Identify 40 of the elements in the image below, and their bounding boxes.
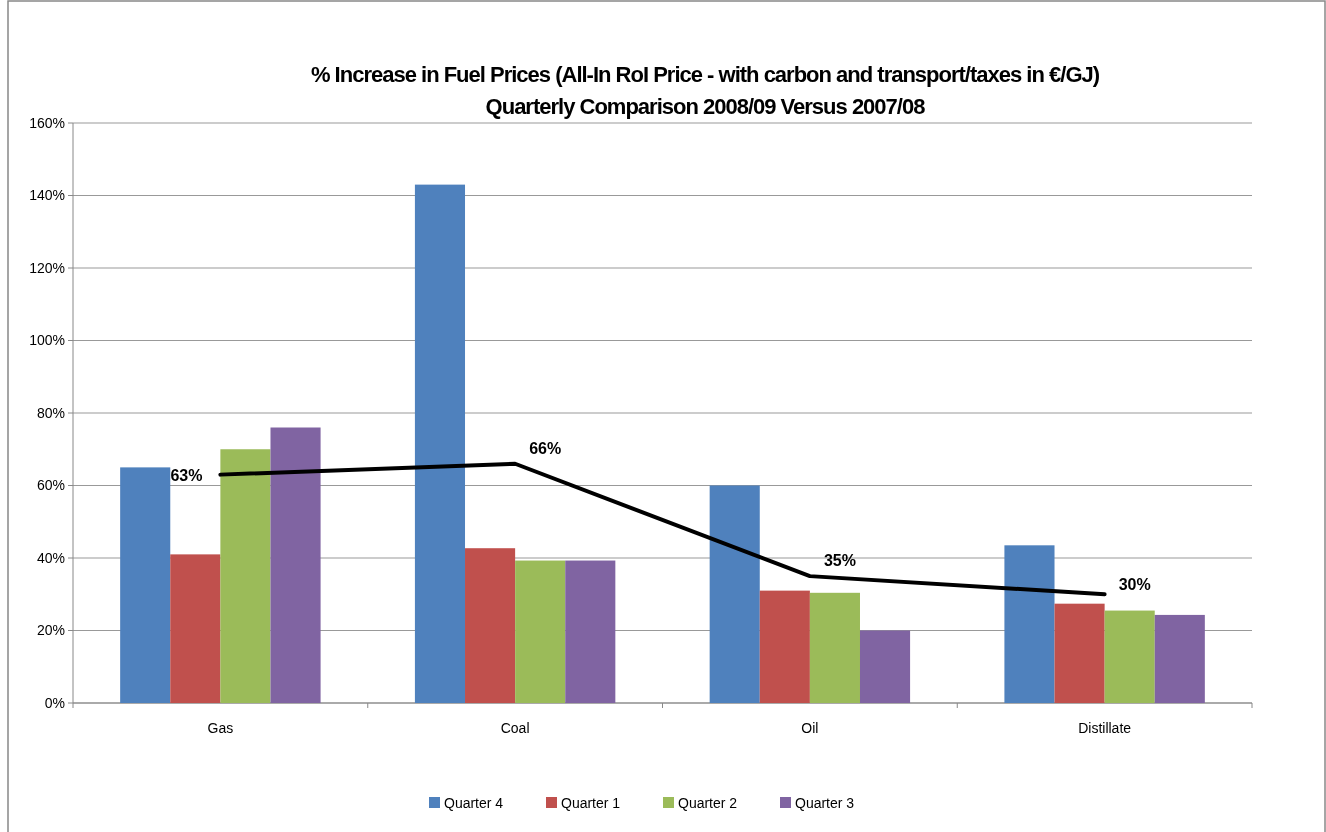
chart-subtitle: Quarterly Comparison 2008/09 Versus 2007/08 [485,94,926,119]
bar [1154,614,1205,703]
legend-label: Quarter 4 [444,794,504,811]
y-tick-label: 0% [44,694,65,711]
y-tick-label: 100% [29,332,65,349]
bar [1104,610,1155,703]
line-series [218,461,1107,597]
bar [1004,545,1055,703]
data-label: 35% [823,552,856,570]
y-tick-label: 60% [36,477,65,494]
y-tick-label: 80% [36,404,65,421]
data-label: 63% [170,466,203,484]
data-label: 30% [1118,576,1151,594]
x-tick-label: Distillate [1078,720,1132,736]
y-tick-label: 140% [29,187,65,204]
bar [170,554,221,703]
y-tick-label: 40% [36,549,65,566]
bar [120,467,171,703]
y-tick-label: 120% [29,259,65,276]
legend-label: Quarter 3 [795,794,855,811]
legend-label: Quarter 2 [678,794,738,811]
legend-label: Quarter 1 [561,794,621,811]
bar [759,590,810,703]
bar [465,548,516,703]
bar [270,427,321,703]
x-tick-label: Coal [500,720,530,736]
bar [414,184,466,703]
data-label: 66% [529,439,562,457]
bar [1054,603,1105,703]
bar [859,630,911,703]
bar [565,560,616,703]
bar [809,592,860,703]
bar [220,449,271,703]
x-tick-label: Gas [207,720,234,736]
bar [515,560,566,703]
y-tick-label: 20% [36,622,65,639]
bar [709,485,760,703]
chart-title: % Increase in Fuel Prices (All-In RoI Price - with carbon and transport/taxes in €/GJ) [310,62,1100,87]
y-tick-label: 160% [29,114,65,131]
x-tick-label: Oil [801,720,819,736]
